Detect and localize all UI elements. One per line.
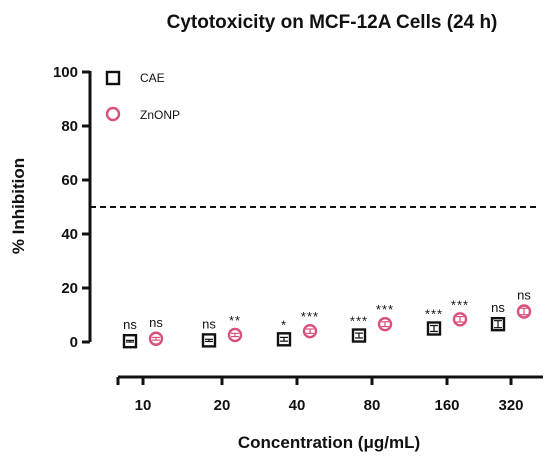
- significance-label: ns: [517, 287, 531, 302]
- x-tick-label: 80: [364, 397, 381, 414]
- x-tick-label: 20: [214, 397, 231, 414]
- significance-label: *: [281, 317, 287, 332]
- data-point-cae: [122, 333, 138, 349]
- x-axis-title: Concentration (μg/mL): [238, 433, 420, 452]
- y-tick-label: 100: [53, 64, 78, 81]
- y-tick-label: 0: [70, 334, 78, 351]
- legend-marker-cae: [105, 70, 121, 86]
- significance-label: ns: [491, 300, 505, 315]
- data-point-cae: [276, 332, 292, 347]
- legend-label-cae: CAE: [140, 71, 165, 85]
- y-tick-label: 60: [61, 172, 78, 189]
- legend-label-znonp: ZnONP: [140, 108, 180, 122]
- significance-label: ns: [123, 317, 137, 332]
- data-point-znonp: [302, 324, 318, 339]
- significance-label: **: [229, 313, 241, 328]
- y-tick-label: 80: [61, 118, 78, 135]
- data-point-znonp: [377, 316, 393, 332]
- legend-marker-znonp: [105, 106, 121, 122]
- data-point-cae: [490, 316, 506, 332]
- data-point-znonp: [148, 331, 164, 346]
- significance-label: ***: [376, 302, 394, 317]
- significance-label: ns: [202, 316, 216, 331]
- x-axis: 10 20 40 80 160 320: [116, 375, 543, 414]
- data-point-cae: [201, 333, 217, 348]
- legend: CAE ZnONP: [105, 70, 180, 122]
- x-tick-label: 40: [289, 397, 306, 414]
- chart-title: Cytotoxicity on MCF-12A Cells (24 h): [167, 12, 498, 33]
- significance-label: ***: [451, 297, 469, 312]
- y-tick-label: 20: [61, 280, 78, 297]
- data-point-znonp: [227, 327, 243, 343]
- data-point-znonp: [516, 304, 532, 319]
- data-point-znonp: [452, 312, 468, 327]
- y-tick-label: 40: [61, 226, 78, 243]
- significance-label: ***: [350, 314, 368, 329]
- x-tick-label: 320: [498, 397, 523, 414]
- x-tick-label: 10: [135, 397, 152, 414]
- y-axis-title: % Inhibition: [9, 158, 28, 254]
- data-point-cae: [351, 328, 367, 343]
- significance-label: ***: [301, 309, 319, 324]
- y-axis: 0 20 40 60 80 100: [53, 64, 92, 351]
- x-tick-label: 160: [434, 397, 459, 414]
- significance-label: ns: [149, 315, 163, 330]
- significance-label: ***: [425, 307, 443, 322]
- data-point-cae: [426, 321, 442, 336]
